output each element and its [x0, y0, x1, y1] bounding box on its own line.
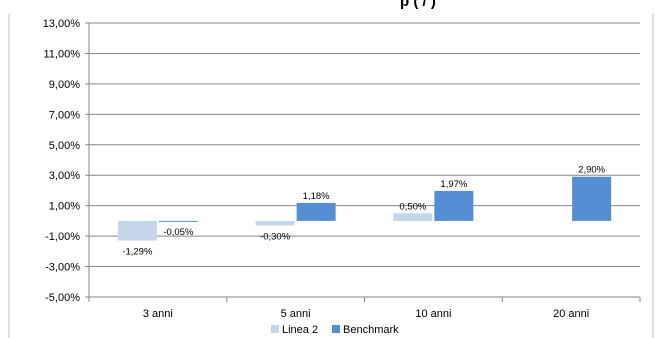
data-labels: -1,29% -0,05% -0,30% 1,18% 0,50% 1,97% 2,90% [122, 165, 605, 258]
y-tick-label: -5,00% [45, 292, 80, 304]
bar-benchmark [158, 220, 198, 222]
bar-linea2 [255, 220, 295, 226]
legend-label: Benchmark [343, 324, 399, 336]
x-tick-label: 5 anni [281, 308, 311, 320]
legend-swatch [332, 325, 340, 333]
data-label: 1,18% [303, 191, 330, 202]
chart-title-fragment: p ( / ) [400, 0, 436, 10]
bar-linea2 [117, 220, 157, 241]
bar-benchmark [572, 176, 612, 221]
x-axis-ticks: 3 anni 5 anni 10 anni 20 anni [143, 308, 589, 320]
data-label: 0,50% [399, 201, 426, 212]
data-label: -0,05% [163, 227, 194, 238]
y-tick-label: 11,00% [44, 48, 81, 60]
bars [117, 176, 612, 241]
bar-linea2 [393, 213, 433, 221]
gridlines [85, 22, 641, 302]
data-label: -0,30% [260, 231, 291, 242]
y-tick-label: -1,00% [45, 231, 80, 243]
data-label: 2,90% [578, 165, 605, 176]
x-tick-label: 3 anni [143, 308, 173, 320]
bar-benchmark [434, 190, 474, 221]
x-tick-label: 10 anni [415, 308, 451, 320]
y-tick-label: 13,00% [43, 18, 81, 30]
legend-label: Linea 2 [282, 324, 318, 336]
y-tick-label: 9,00% [49, 79, 80, 91]
y-tick-label: 7,00% [49, 109, 80, 121]
x-tick-label: 20 anni [553, 308, 589, 320]
y-tick-label: 5,00% [49, 140, 80, 152]
legend-swatch [271, 325, 279, 333]
y-axis-ticks: -5,00% -3,00% -1,00% 1,00% 3,00% 5,00% 7,00% 9,… [43, 18, 81, 304]
y-tick-label: -3,00% [45, 262, 80, 274]
legend: Linea 2 Benchmark [271, 324, 399, 336]
data-label: 1,97% [440, 179, 467, 190]
y-tick-label: 1,00% [49, 201, 80, 213]
data-label: -1,29% [122, 247, 153, 258]
y-tick-label: 3,00% [49, 170, 80, 182]
bar-benchmark [296, 202, 336, 221]
